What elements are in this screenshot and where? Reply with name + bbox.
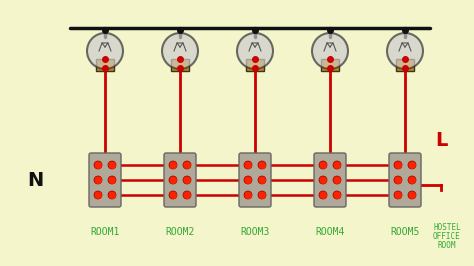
Circle shape <box>108 161 116 169</box>
Circle shape <box>408 161 416 169</box>
Text: ROOM5: ROOM5 <box>390 227 419 237</box>
Circle shape <box>319 176 327 184</box>
FancyBboxPatch shape <box>89 153 121 207</box>
Circle shape <box>87 33 123 69</box>
Circle shape <box>237 33 273 69</box>
Circle shape <box>394 161 402 169</box>
Text: ROOM3: ROOM3 <box>240 227 270 237</box>
Circle shape <box>244 176 252 184</box>
FancyBboxPatch shape <box>164 153 196 207</box>
Bar <box>96 59 114 71</box>
Circle shape <box>94 191 102 199</box>
Circle shape <box>183 176 191 184</box>
Bar <box>321 59 339 71</box>
Circle shape <box>169 176 177 184</box>
Circle shape <box>312 33 348 69</box>
Text: N: N <box>27 171 43 189</box>
Text: ROOM1: ROOM1 <box>91 227 120 237</box>
Circle shape <box>394 191 402 199</box>
Text: L: L <box>435 131 447 150</box>
Circle shape <box>183 161 191 169</box>
Circle shape <box>333 161 341 169</box>
Circle shape <box>94 176 102 184</box>
Circle shape <box>319 191 327 199</box>
Circle shape <box>108 176 116 184</box>
FancyBboxPatch shape <box>314 153 346 207</box>
Circle shape <box>387 33 423 69</box>
Circle shape <box>244 191 252 199</box>
Text: ROOM2: ROOM2 <box>165 227 195 237</box>
Text: HOSTEL: HOSTEL <box>433 223 461 232</box>
Bar <box>171 59 189 71</box>
Circle shape <box>258 191 266 199</box>
Bar <box>396 59 414 71</box>
Circle shape <box>244 161 252 169</box>
Circle shape <box>169 161 177 169</box>
Circle shape <box>162 33 198 69</box>
Circle shape <box>258 176 266 184</box>
FancyBboxPatch shape <box>239 153 271 207</box>
Circle shape <box>408 191 416 199</box>
Circle shape <box>183 191 191 199</box>
Text: OFFICE: OFFICE <box>433 232 461 241</box>
Circle shape <box>408 176 416 184</box>
Text: ROOM: ROOM <box>438 241 456 250</box>
Circle shape <box>319 161 327 169</box>
Circle shape <box>169 191 177 199</box>
Text: ROOM4: ROOM4 <box>315 227 345 237</box>
Circle shape <box>94 161 102 169</box>
Bar <box>246 59 264 71</box>
Circle shape <box>108 191 116 199</box>
Circle shape <box>333 176 341 184</box>
FancyBboxPatch shape <box>389 153 421 207</box>
Circle shape <box>333 191 341 199</box>
Circle shape <box>394 176 402 184</box>
Circle shape <box>258 161 266 169</box>
